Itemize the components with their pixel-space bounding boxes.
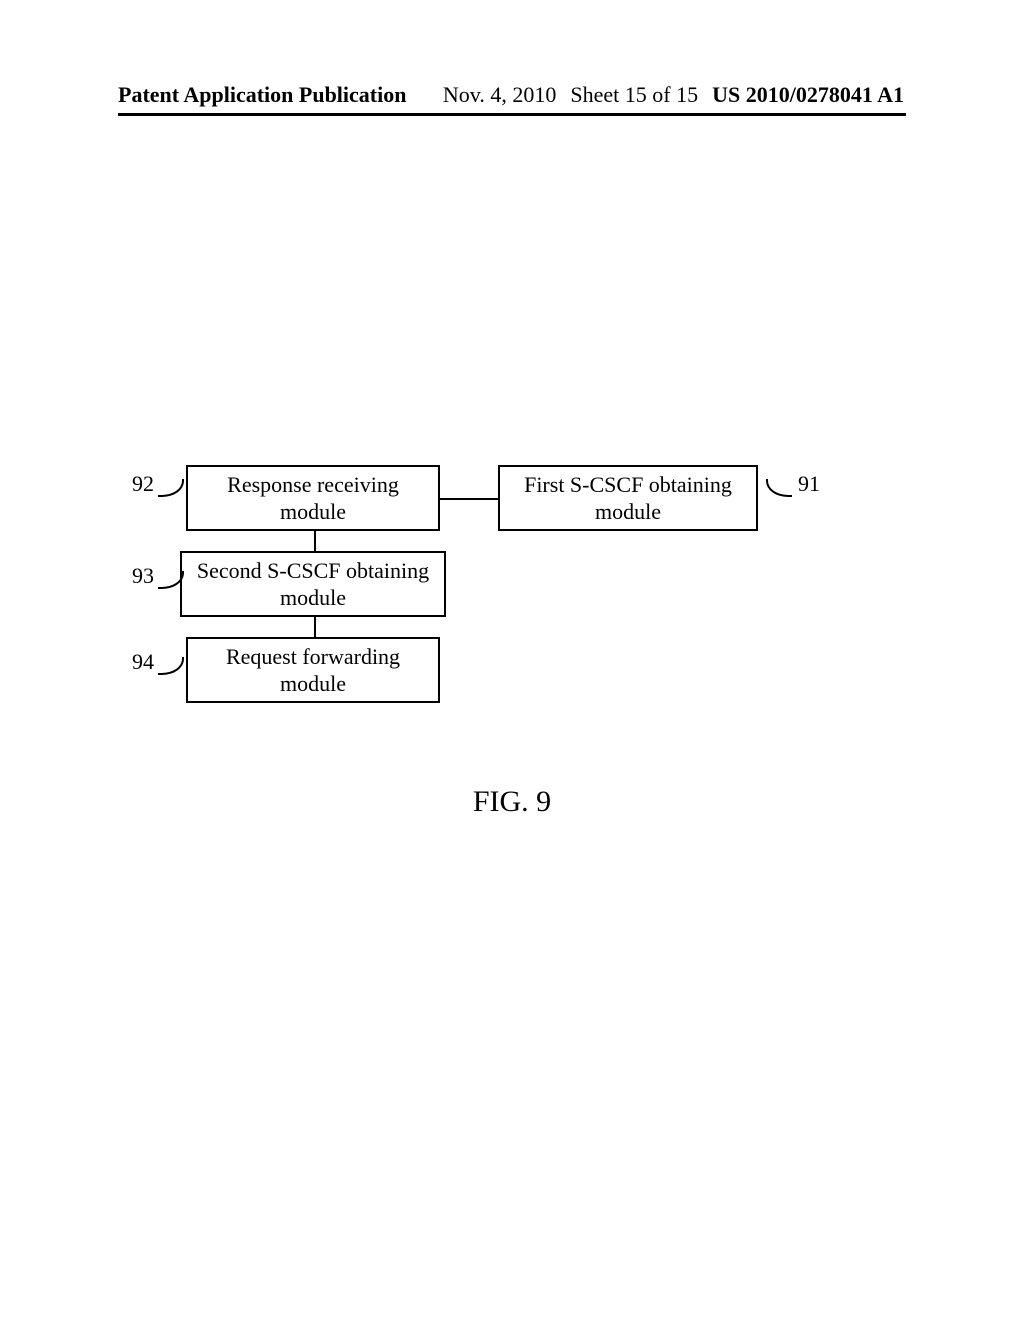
box-response-receiving-module: Response receiving module — [186, 465, 440, 531]
figure-caption: FIG. 9 — [0, 785, 1024, 819]
box-request-forwarding-module: Request forwarding module — [186, 637, 440, 703]
box-line: module — [280, 584, 346, 612]
sheet-number: Sheet 15 of 15 — [570, 82, 698, 108]
box-line: First S-CSCF obtaining — [524, 471, 732, 499]
connector-92-to-91 — [440, 498, 498, 500]
box-line: Request forwarding — [226, 643, 400, 671]
box-line: module — [280, 670, 346, 698]
box-first-s-cscf-obtaining-module: First S-CSCF obtaining module — [498, 465, 758, 531]
publication-number: US 2010/0278041 A1 — [712, 82, 904, 108]
ref-94-leader-icon — [158, 657, 184, 675]
page: Patent Application Publication Nov. 4, 2… — [0, 0, 1024, 1320]
ref-94: 94 — [132, 649, 154, 675]
ref-92-leader-icon — [158, 479, 184, 497]
box-line: module — [595, 498, 661, 526]
figure-9-diagram: Response receiving module First S-CSCF o… — [118, 465, 906, 745]
page-header: Patent Application Publication Nov. 4, 2… — [0, 82, 1024, 108]
header-row: Patent Application Publication Nov. 4, 2… — [0, 82, 1024, 108]
publication-type: Patent Application Publication — [118, 82, 406, 108]
header-rule — [118, 113, 906, 116]
ref-91-leader-icon — [766, 479, 792, 497]
ref-91: 91 — [798, 471, 820, 497]
connector-93-to-94 — [314, 617, 316, 637]
box-second-s-cscf-obtaining-module: Second S-CSCF obtaining module — [180, 551, 446, 617]
publication-date: Nov. 4, 2010 — [443, 82, 556, 108]
box-line: Response receiving — [227, 471, 399, 499]
connector-92-to-93 — [314, 531, 316, 551]
box-line: Second S-CSCF obtaining — [197, 557, 429, 585]
header-right-group: Nov. 4, 2010 Sheet 15 of 15 US 2010/0278… — [443, 82, 904, 108]
ref-92: 92 — [132, 471, 154, 497]
ref-93: 93 — [132, 563, 154, 589]
box-line: module — [280, 498, 346, 526]
